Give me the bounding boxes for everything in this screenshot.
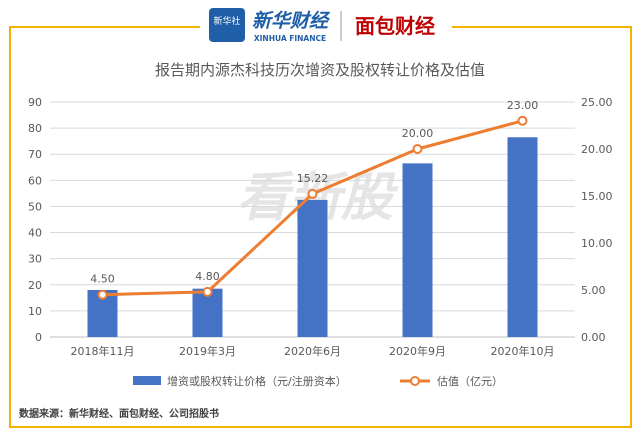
legend-label: 估值（亿元） xyxy=(437,375,503,388)
y-right-tick-label: 0.00 xyxy=(581,331,606,344)
header: 新华社 新华财经 XINHUA FINANCE 面包财经 xyxy=(209,8,435,43)
data-label: 4.50 xyxy=(90,273,115,286)
data-label: 4.80 xyxy=(195,270,220,283)
y-left-tick-label: 20 xyxy=(28,279,42,292)
brand-subtitle: XINHUA FINANCE xyxy=(254,34,326,43)
y-axis-left: 0 10 20 30 40 50 60 70 80 90 xyxy=(28,96,42,344)
legend: 增资或股权转让价格（元/注册资本） 估值（亿元） xyxy=(133,374,503,388)
x-tick-label: 2019年3月 xyxy=(179,344,236,358)
line-point xyxy=(517,115,528,126)
data-label: 15.22 xyxy=(297,172,329,185)
x-tick-label: 2020年10月 xyxy=(491,344,555,358)
x-axis: 2018年11月 2019年3月 2020年6月 2020年9月 2020年10月 xyxy=(71,344,555,358)
y-left-tick-label: 0 xyxy=(35,331,42,344)
partner-name: 面包财经 xyxy=(355,14,435,38)
brand-badge: 新华社 xyxy=(213,15,240,27)
y-left-tick-label: 80 xyxy=(28,122,42,135)
line-series: 4.50 4.80 15.22 20.00 23.00 xyxy=(90,99,539,300)
data-label: 20.00 xyxy=(402,127,434,140)
y-left-tick-label: 30 xyxy=(28,253,42,266)
y-left-tick-label: 50 xyxy=(28,200,42,213)
y-right-tick-label: 10.00 xyxy=(581,237,613,250)
line-point xyxy=(412,144,423,154)
line-point xyxy=(97,289,108,300)
y-right-tick-label: 20.00 xyxy=(581,143,613,156)
x-tick-label: 2020年6月 xyxy=(284,344,341,358)
y-right-tick-label: 15.00 xyxy=(581,190,613,203)
y-axis-right: 0.00 5.00 10.00 15.00 20.00 25.00 xyxy=(581,96,613,344)
y-left-tick-label: 60 xyxy=(28,174,42,187)
brand-name: 新华财经 xyxy=(252,10,331,32)
legend-bar-swatch xyxy=(133,376,161,385)
bar xyxy=(402,163,433,337)
y-left-tick-label: 40 xyxy=(28,227,42,240)
source-note: 数据来源：新华财经、面包财经、公司招股书 xyxy=(19,407,219,420)
bar xyxy=(507,137,538,337)
y-left-tick-label: 90 xyxy=(28,96,42,109)
x-tick-label: 2020年9月 xyxy=(389,344,446,358)
bar xyxy=(297,199,328,337)
xinhua-logo-icon xyxy=(209,8,245,42)
y-right-tick-label: 5.00 xyxy=(581,284,606,297)
line-point xyxy=(202,286,213,297)
bar-series xyxy=(87,137,538,337)
data-label: 23.00 xyxy=(507,99,539,112)
frame-border xyxy=(9,26,632,428)
y-left-tick-label: 10 xyxy=(28,305,42,318)
y-right-tick-label: 25.00 xyxy=(581,96,613,109)
line-point xyxy=(307,188,318,199)
x-tick-label: 2018年11月 xyxy=(71,344,135,358)
legend-line-marker xyxy=(410,376,420,386)
chart-title: 报告期内源杰科技历次增资及股权转让价格及估值 xyxy=(155,61,485,79)
y-left-tick-label: 70 xyxy=(28,148,42,161)
legend-label: 增资或股权转让价格（元/注册资本） xyxy=(167,374,347,388)
